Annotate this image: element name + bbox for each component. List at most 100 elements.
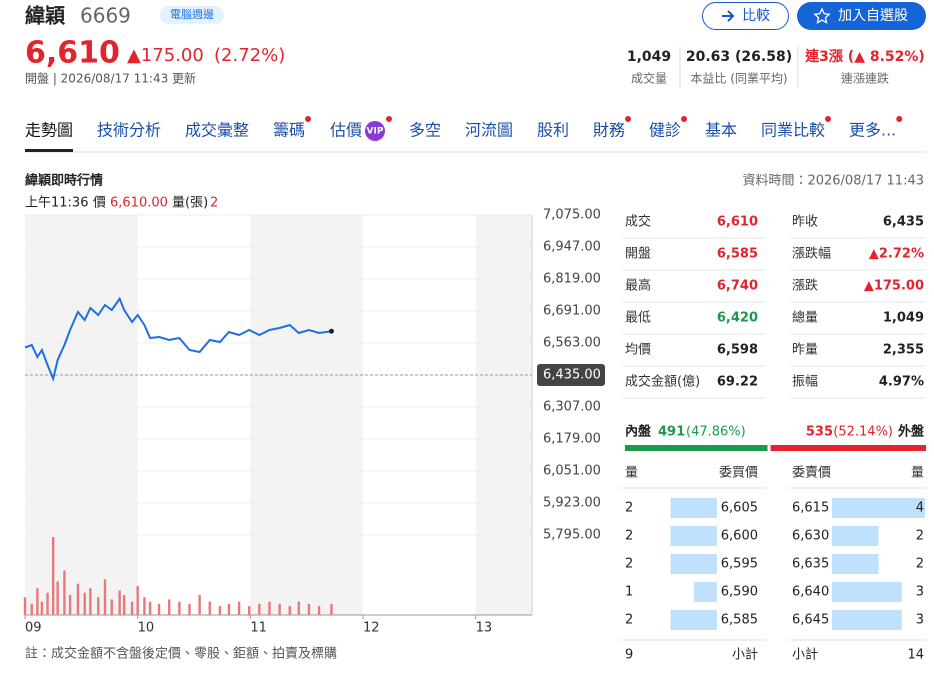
- volume-bar: [188, 603, 191, 615]
- bid-bar: [670, 526, 717, 546]
- volume-bar: [258, 603, 261, 615]
- volume-bar: [136, 586, 139, 615]
- volume-bar: [330, 603, 333, 615]
- book-total: 小計: [732, 647, 758, 663]
- watchlist-label[interactable]: 加入自選股: [838, 8, 908, 24]
- bid-bar: [670, 610, 717, 630]
- last-price: 6,610: [25, 36, 120, 71]
- nav-tab[interactable]: 更多...: [849, 121, 896, 140]
- ask-bar: [832, 582, 902, 602]
- content: 緯穎 6669 電腦週邊 比較 加入自選股 6,610 ▲175.00 (2.72%) 開盤 |…: [25, 4, 926, 663]
- quote-label: 昨收: [792, 215, 818, 230]
- ask-bar: [832, 526, 879, 546]
- price-change-pct: (2.72%): [214, 45, 285, 66]
- quote-value: 6,598: [717, 343, 758, 358]
- compare-label[interactable]: 比較: [742, 8, 770, 24]
- y-tick-label: 6,563.00: [543, 336, 601, 351]
- volume-bar: [143, 597, 146, 615]
- volume-bar: [30, 603, 33, 615]
- volume-bar: [168, 599, 171, 615]
- quote-value: 6,585: [717, 247, 758, 262]
- bid-price: 6,600: [721, 529, 758, 544]
- data-time: 資料時間：2026/08/17 11:43: [742, 174, 924, 189]
- volume-bar: [248, 606, 251, 615]
- volume-bar: [198, 594, 201, 615]
- ask-price: 6,640: [792, 585, 829, 600]
- cursor-time: 上午11:36: [25, 196, 88, 211]
- market-status: 開盤 | 2026/08/17 11:43 更新: [25, 71, 196, 86]
- nav-tab[interactable]: 河流圖: [465, 121, 513, 140]
- hour-band: [25, 215, 138, 615]
- nav-tab[interactable]: 多空: [409, 121, 441, 140]
- nav-tab[interactable]: 基本: [705, 121, 737, 140]
- bid-bar: [670, 498, 717, 518]
- quote-label: 漲跌幅: [792, 246, 831, 262]
- ask-price: 6,635: [792, 557, 829, 572]
- quote-value: 4.97%: [879, 375, 924, 390]
- ask-volume: 4: [916, 501, 924, 516]
- nav-tab[interactable]: 財務: [593, 121, 625, 140]
- bid-price: 6,590: [721, 585, 758, 600]
- vip-badge-label: VIP: [367, 127, 384, 137]
- outer-pct: (52.14%): [833, 425, 893, 440]
- y-tick-label: 6,051.00: [543, 464, 601, 479]
- cursor-volume-label: 量(張): [172, 196, 208, 211]
- compare-button[interactable]: [702, 2, 789, 30]
- volume-bar: [148, 601, 152, 615]
- volume-bar: [307, 603, 311, 615]
- nav-tab[interactable]: 估價: [330, 121, 362, 140]
- volume-bar: [56, 581, 59, 615]
- nav-tab[interactable]: 技術分析: [97, 121, 161, 140]
- stat-value: 1,049: [627, 49, 671, 65]
- ask-price: 6,630: [792, 529, 829, 544]
- stat-label: 本益比 (同業平均): [690, 72, 787, 86]
- notice-dot: [896, 116, 903, 122]
- x-tick-label: 13: [476, 621, 493, 636]
- volume-bar: [218, 606, 222, 615]
- volume-bar: [130, 601, 134, 615]
- volume-bar: [237, 601, 241, 615]
- active-tab-underline: [25, 149, 73, 152]
- cursor-price: 6,610.00: [110, 196, 168, 211]
- volume-bar: [278, 603, 281, 615]
- outer-volume: 535: [806, 425, 833, 440]
- cursor-volume: 2: [210, 196, 218, 211]
- bid-price: 6,605: [721, 501, 758, 516]
- quote-label: 成交金額(億): [625, 374, 700, 390]
- nav-tab[interactable]: 股利: [537, 121, 569, 140]
- ask-volume: 2: [916, 557, 924, 572]
- outer-bar: [770, 445, 926, 451]
- ask-bar: [832, 554, 879, 574]
- nav-tab[interactable]: 成交彙整: [185, 121, 249, 140]
- volume-bar: [23, 597, 27, 615]
- volume-bar: [297, 601, 300, 615]
- quote-label: 漲跌: [792, 278, 818, 294]
- bid-price: 6,595: [721, 557, 758, 572]
- nav-tab[interactable]: 籌碼: [273, 121, 305, 140]
- y-tick-label: 6,435.00: [543, 368, 601, 383]
- book-total: 14: [907, 648, 924, 663]
- volume-bar: [288, 606, 291, 615]
- nav-tab[interactable]: 同業比較: [761, 121, 825, 140]
- y-tick-label: 5,923.00: [543, 496, 601, 511]
- bid-volume: 2: [625, 613, 633, 628]
- nav-tab[interactable]: 健診: [649, 121, 681, 140]
- x-tick-label: 10: [138, 621, 155, 636]
- volume-bar: [317, 606, 321, 615]
- ask-volume: 3: [916, 585, 924, 600]
- watchlist-button[interactable]: [797, 2, 926, 30]
- bid-bar: [693, 582, 717, 602]
- nav-tab[interactable]: 走勢圖: [25, 121, 73, 140]
- volume-bar: [51, 537, 55, 615]
- quote-value: 69.22: [717, 375, 758, 390]
- hour-band: [250, 215, 363, 615]
- volume-bar: [122, 594, 126, 615]
- inner-volume: 491: [658, 425, 685, 440]
- bid-volume: 1: [625, 585, 633, 600]
- book-header: 量: [625, 466, 638, 481]
- volume-bar: [268, 601, 271, 615]
- industry-tag: 電腦週邊: [170, 7, 214, 21]
- quote-label: 振幅: [792, 375, 818, 390]
- quote-label: 最低: [625, 310, 651, 326]
